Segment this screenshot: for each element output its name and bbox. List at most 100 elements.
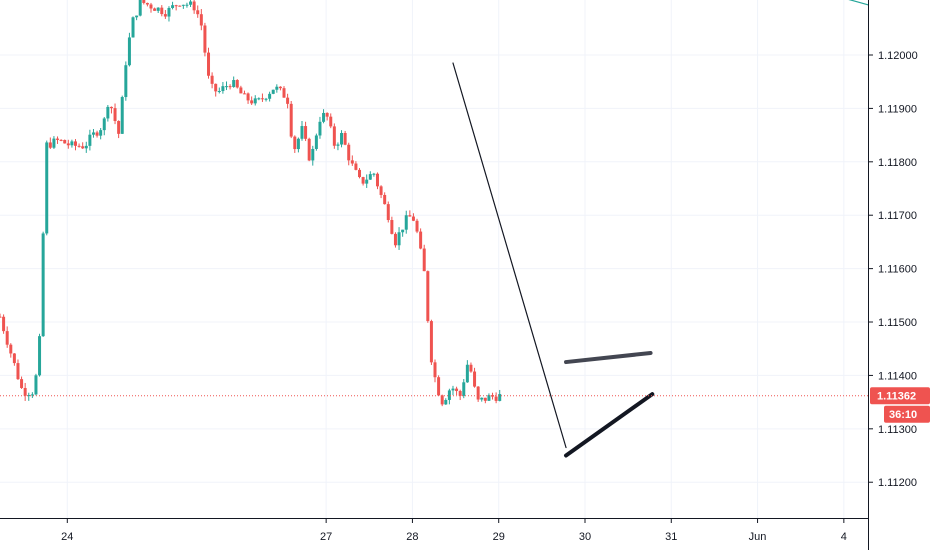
current-price-badges: 1.11362 36:10: [870, 387, 930, 423]
price-axis-ticks: 1.12000 1.11900 1.11800 1.11700 1.11600 1.115…: [868, 50, 918, 489]
time-tick-label-3: 29: [493, 531, 505, 543]
candle-body: [199, 14, 203, 26]
candle-body: [171, 5, 175, 8]
candle-body: [361, 177, 365, 184]
candle-body: [329, 116, 333, 127]
candle-body: [113, 108, 117, 121]
candle-body: [483, 397, 487, 401]
candle-body: [38, 336, 42, 376]
candle-body: [383, 194, 387, 205]
candle-body: [16, 363, 20, 380]
trendlines[interactable]: [452, 0, 869, 458]
candle-body: [368, 174, 372, 180]
candle-body: [192, 1, 196, 11]
countdown-badge: [884, 405, 930, 423]
time-axis-ticks: 24 27 28 29 30 31 Jun 4: [61, 518, 847, 543]
candle-body: [469, 364, 473, 372]
current-price-badge: [870, 387, 930, 405]
candle-body: [260, 98, 264, 100]
candle-body: [221, 86, 225, 92]
candle-body: [178, 5, 182, 7]
candle-body: [422, 248, 426, 272]
price-tick-label-5: 1.11500: [878, 317, 917, 329]
candle-body: [480, 397, 484, 400]
candle-body: [322, 112, 326, 122]
candle-body: [117, 120, 121, 134]
time-tick-label-6: Jun: [749, 531, 767, 543]
flag-lower-line[interactable]: [564, 392, 655, 458]
candle-body: [332, 126, 336, 146]
candle-body: [34, 375, 38, 395]
candle-body: [437, 377, 441, 396]
candle-body: [52, 138, 56, 148]
time-tick-label-1: 27: [320, 531, 332, 543]
time-tick-label-4: 30: [579, 531, 591, 543]
candle-body: [77, 145, 81, 147]
candle-body: [196, 10, 200, 15]
candle-body: [30, 394, 34, 396]
current-price-label: 1.11362: [877, 391, 916, 403]
candle-body: [189, 1, 193, 5]
candle-body: [181, 4, 185, 6]
candle-body: [63, 139, 67, 144]
candle-body: [264, 98, 268, 100]
candle-body: [106, 106, 110, 119]
price-axis-background[interactable]: [868, 0, 932, 550]
candle-body: [426, 271, 430, 322]
candles: [0, 0, 502, 407]
teal-line[interactable]: [818, 0, 869, 6]
candle-body: [451, 388, 455, 391]
candle-body: [289, 103, 293, 137]
candle-body: [375, 173, 379, 187]
candle-body: [455, 388, 459, 392]
impulse-down-line[interactable]: [452, 62, 567, 449]
candle-body: [142, 0, 146, 3]
candle-body: [419, 231, 423, 249]
candle-body: [242, 93, 246, 95]
candle-body: [433, 362, 437, 378]
price-tick-label-4: 1.11600: [878, 264, 917, 276]
candle-body: [12, 353, 16, 364]
candle-body: [84, 145, 88, 149]
candle-body: [340, 132, 344, 145]
candle-body: [135, 15, 139, 18]
price-tick-label-1: 1.11900: [878, 103, 917, 115]
price-tick-label-3: 1.11700: [878, 210, 917, 222]
candle-body: [296, 138, 300, 150]
candle-body: [174, 5, 178, 7]
candle-body: [462, 382, 466, 396]
candle-body: [88, 134, 92, 146]
candle-body: [91, 132, 95, 135]
candle-body: [66, 143, 70, 146]
candle-body: [404, 215, 408, 230]
candle-body: [138, 0, 142, 16]
candle-body: [239, 87, 243, 94]
flag-upper-line[interactable]: [564, 350, 653, 365]
price-tick-label-0: 1.12000: [878, 50, 918, 62]
candle-body: [124, 65, 128, 98]
price-tick-label-8: 1.11200: [878, 477, 917, 489]
candle-body: [156, 7, 160, 11]
candle-body: [185, 4, 189, 6]
time-axis-background[interactable]: [0, 518, 932, 550]
candle-body: [228, 86, 232, 88]
grid: [0, 0, 868, 518]
candle-body: [458, 391, 462, 396]
candle-body: [347, 144, 351, 161]
candle-body: [207, 52, 211, 76]
candle-body: [401, 229, 405, 233]
candle-body: [27, 395, 31, 397]
candle-body: [300, 126, 304, 139]
candle-body: [5, 331, 9, 345]
candle-body: [253, 98, 257, 104]
candle-body: [447, 390, 451, 400]
candle-body: [487, 395, 491, 401]
candle-body: [235, 80, 239, 88]
candle-body: [149, 4, 153, 9]
candle-body: [48, 142, 52, 148]
candle-body: [386, 204, 390, 221]
candle-body: [271, 89, 275, 94]
candle-body: [81, 146, 85, 149]
candle-body: [372, 173, 376, 175]
